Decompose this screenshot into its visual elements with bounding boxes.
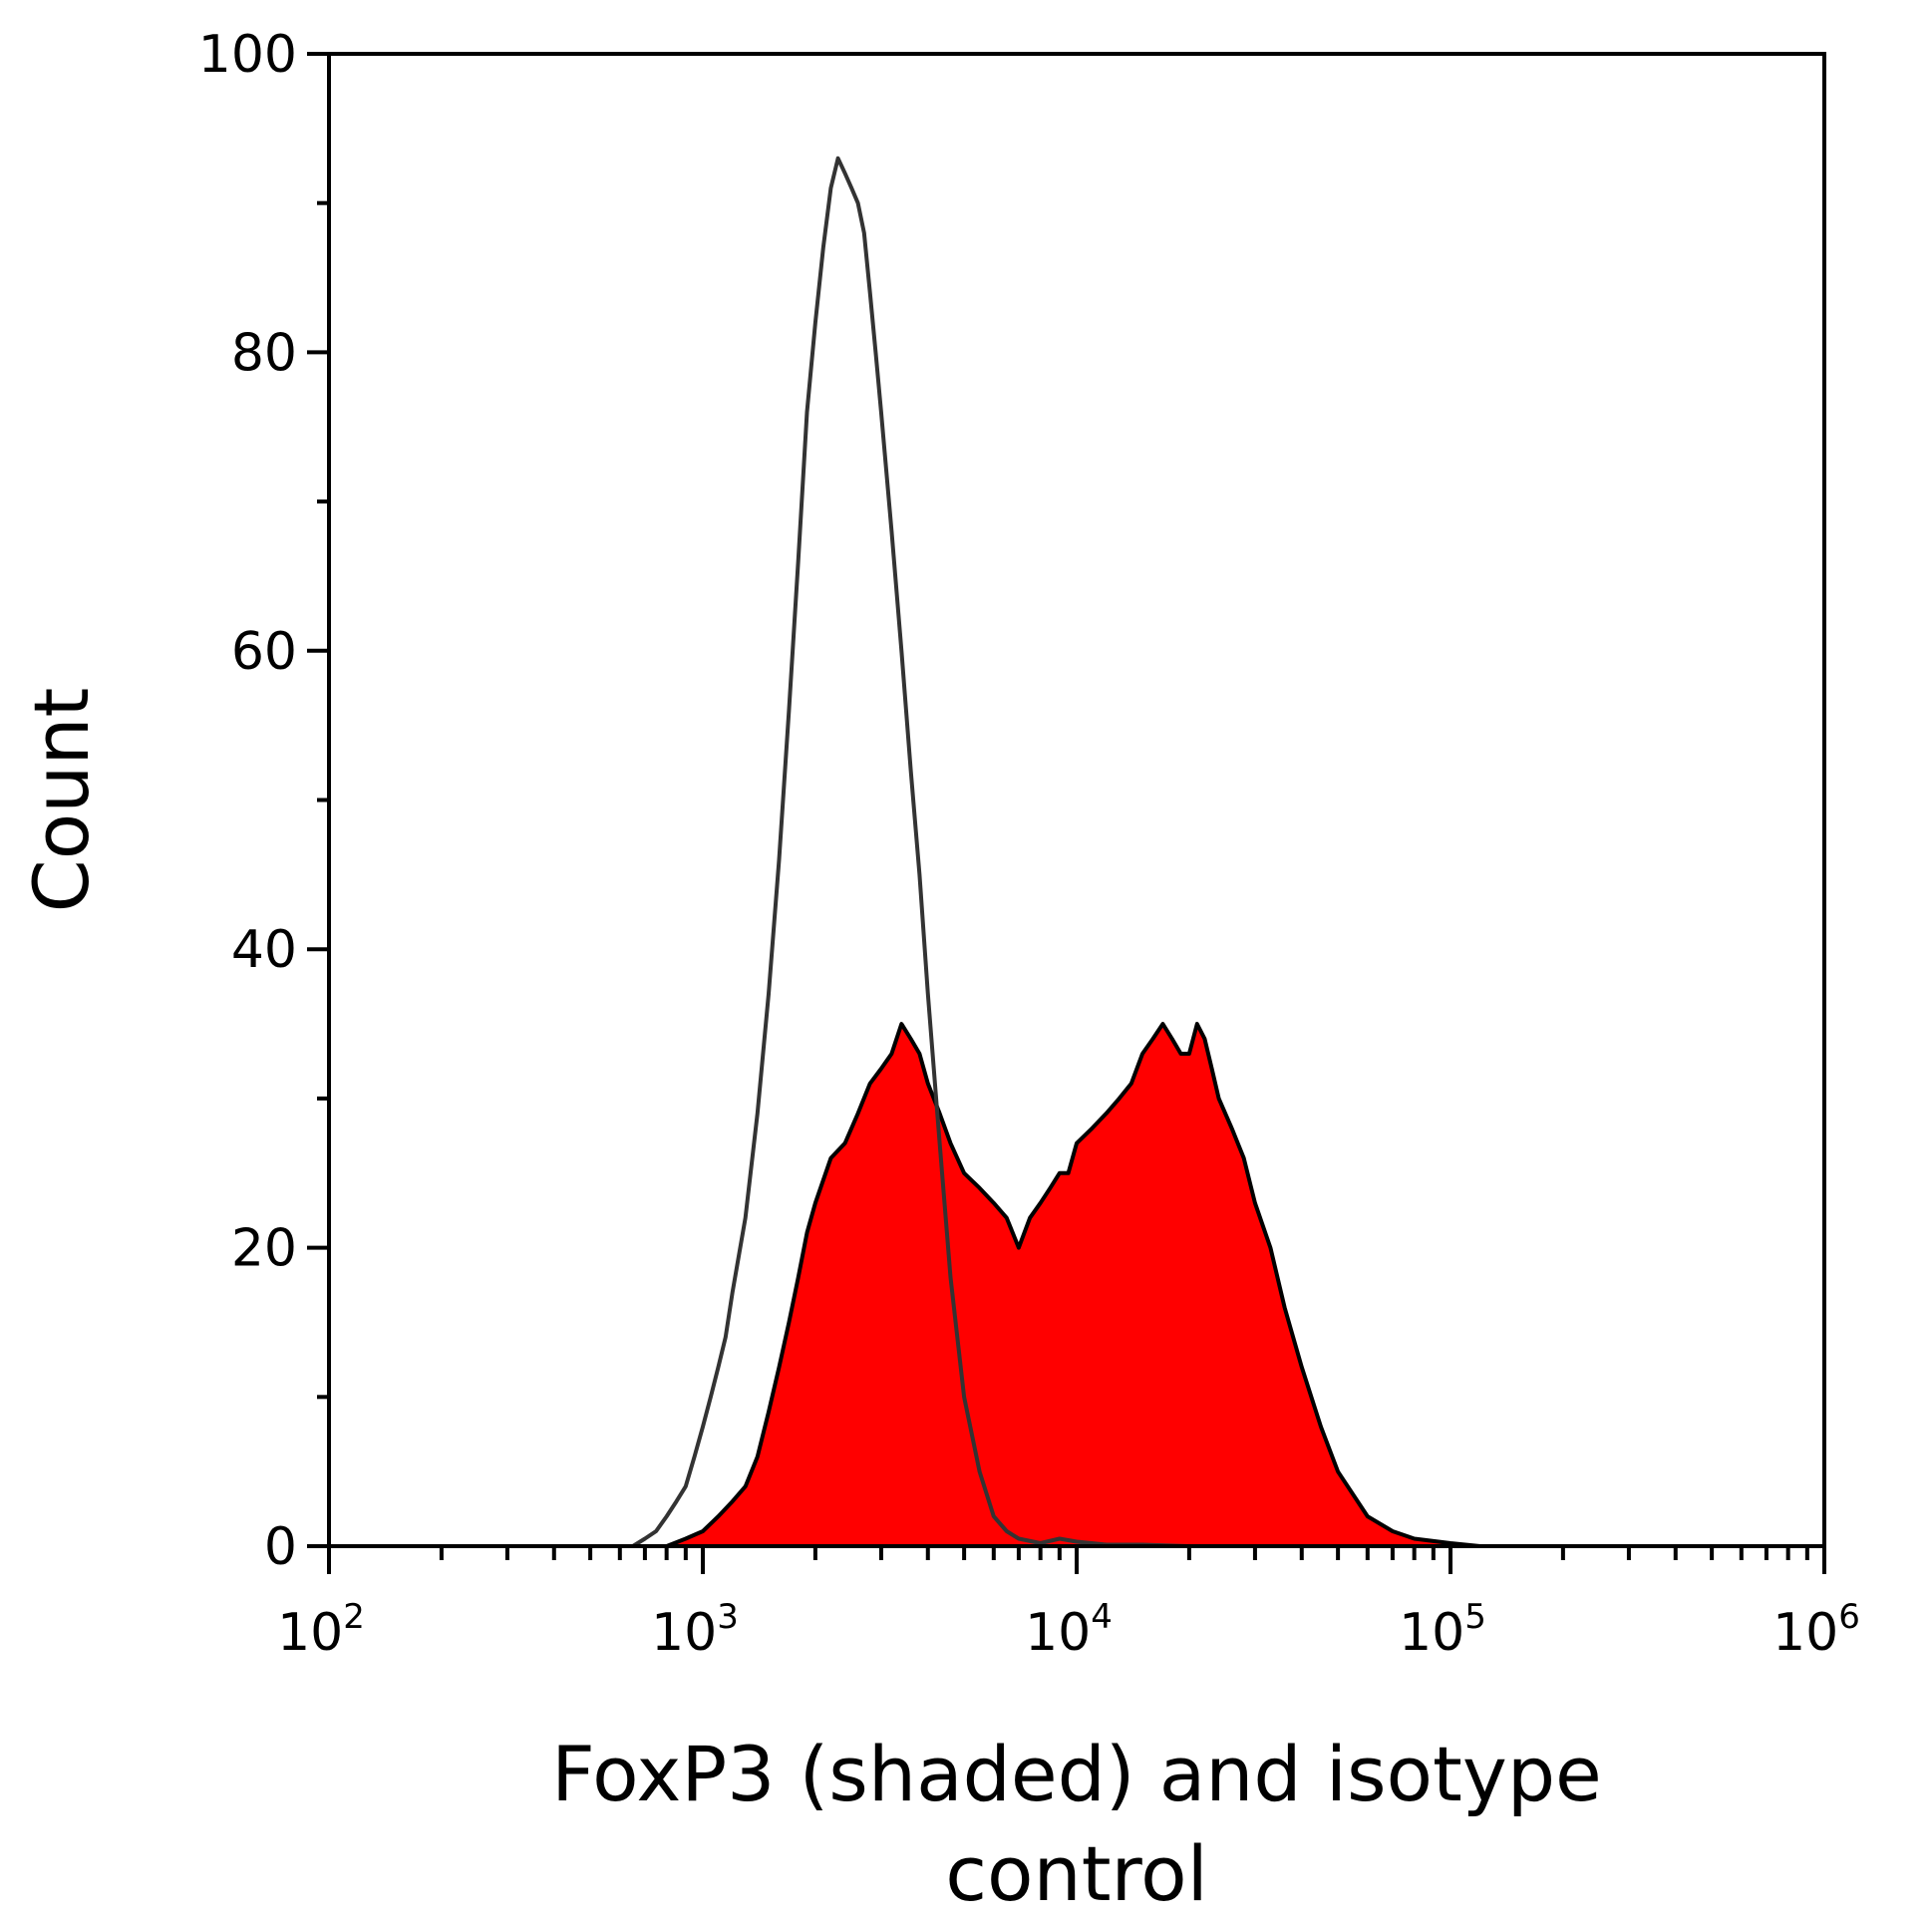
x-tick-label: 106 [1772, 1597, 1860, 1663]
y-tick-label: 0 [264, 1517, 297, 1577]
x-tick-label: 105 [1399, 1597, 1486, 1663]
isotype-series-line [329, 156, 1824, 1548]
x-tick-label: 103 [651, 1597, 739, 1663]
x-axis-title-line-2: control [945, 1829, 1207, 1918]
series-layer [329, 156, 1824, 1548]
y-tick-label: 100 [198, 25, 297, 85]
y-tick-label: 40 [231, 920, 297, 980]
x-tick-label: 102 [277, 1597, 365, 1663]
y-tick-label: 80 [231, 323, 297, 383]
y-axis: 0 20 40 60 80 100 [198, 25, 329, 1577]
x-axis-title-line-1: FoxP3 (shaded) and isotype [551, 1730, 1602, 1818]
x-tick-label: 104 [1025, 1597, 1113, 1663]
y-axis-title: Count [17, 688, 106, 913]
x-axis: 102 103 104 105 106 [277, 1546, 1860, 1663]
y-tick-label: 20 [231, 1219, 297, 1279]
shaded-series-area [329, 1024, 1824, 1546]
shaded-series-line [329, 1022, 1824, 1548]
y-tick-label: 60 [231, 622, 297, 682]
